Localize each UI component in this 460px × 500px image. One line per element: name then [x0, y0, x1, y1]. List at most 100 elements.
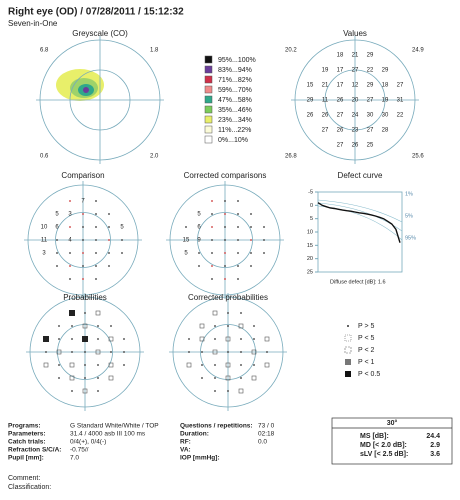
prob-symbol: [95, 310, 101, 316]
threshold-value: 20: [352, 98, 359, 104]
y-tick-label: -5: [308, 189, 313, 195]
test-dot: [82, 213, 84, 215]
test-dot: [69, 252, 71, 254]
corner-value: 0.6: [40, 154, 49, 160]
legend-label: 35%...46%: [218, 107, 252, 114]
test-dot: [82, 226, 84, 228]
threshold-value: 19: [322, 68, 329, 74]
param-value: 0/4(+), 0/4(-): [70, 439, 106, 446]
legend-symbol: [347, 325, 349, 327]
test-dot: [56, 239, 58, 241]
param-label: Parameters:: [8, 431, 46, 438]
test-dot: [214, 390, 216, 392]
deviation-value: 6: [197, 225, 201, 231]
prob-symbol: [264, 336, 270, 342]
legend-swatch: [204, 65, 213, 74]
test-dot: [250, 265, 252, 267]
test-dot: [250, 226, 252, 228]
test-dot: [71, 338, 73, 340]
panel-title: Corrected comparisons: [184, 171, 267, 180]
test-dot: [82, 265, 84, 267]
threshold-value: 31: [397, 98, 404, 104]
corner-value: 2.0: [150, 154, 159, 160]
y-tick-label: 20: [307, 256, 313, 262]
legend-swatch: [204, 105, 213, 114]
test-dot: [95, 213, 97, 215]
test-dot: [108, 265, 110, 267]
greyscale-map: [56, 69, 104, 101]
deviation-value: 15: [183, 238, 190, 244]
panel-title: Defect curve: [338, 171, 383, 180]
test-dot: [237, 200, 239, 202]
summary-label: MS [dB]:: [360, 433, 389, 440]
deviation-value: 6: [55, 225, 59, 231]
prob-symbol: [82, 336, 88, 342]
test-dot: [224, 213, 226, 215]
param-value: G Standard White/White / TOP: [70, 423, 159, 430]
prob-symbol: [225, 336, 231, 342]
test-dot: [224, 265, 226, 267]
test-dot: [123, 364, 125, 366]
legend-label: P < 2: [358, 347, 375, 354]
prob-symbol: [199, 323, 205, 329]
test-dot: [201, 364, 203, 366]
threshold-value: 27: [322, 128, 329, 134]
test-dot: [240, 351, 242, 353]
test-dot: [266, 351, 268, 353]
test-dot: [185, 226, 187, 228]
test-dot: [82, 278, 84, 280]
deviation-value: 5: [55, 212, 59, 218]
prob-symbol: [82, 323, 88, 329]
test-dot: [253, 338, 255, 340]
panel-title: Comparison: [61, 171, 104, 180]
threshold-value: 29: [307, 98, 314, 104]
corner-value: 25.6: [412, 154, 424, 160]
threshold-value: 27: [352, 68, 359, 74]
corner-value: 20.2: [285, 48, 297, 54]
prob-symbol: [225, 375, 231, 381]
deviation-value: 10: [41, 225, 48, 231]
test-dot: [240, 312, 242, 314]
param-value: 73 / 0: [258, 423, 275, 430]
test-dot: [45, 351, 47, 353]
test-dot: [108, 252, 110, 254]
test-dot: [82, 252, 84, 254]
test-dot: [227, 351, 229, 353]
test-dot: [97, 390, 99, 392]
param-value: 02:18: [258, 431, 275, 438]
threshold-value: 25: [367, 143, 374, 149]
test-dot: [211, 213, 213, 215]
test-dot: [71, 325, 73, 327]
test-dot: [211, 278, 213, 280]
summary-title: 30°: [387, 419, 398, 427]
legend-swatch: [204, 95, 213, 104]
y-tick-label: 0: [310, 203, 313, 209]
test-dot: [237, 239, 239, 241]
test-dot: [69, 278, 71, 280]
legend-swatch: [204, 75, 213, 84]
test-dot: [237, 278, 239, 280]
deviation-value: 4: [68, 238, 72, 244]
legend-swatch: [204, 115, 213, 124]
test-dot: [97, 338, 99, 340]
param-label: Pupil [mm]:: [8, 455, 44, 462]
threshold-value: 17: [337, 68, 344, 74]
threshold-value: 24: [352, 113, 359, 119]
param-label: Catch trials:: [8, 439, 46, 446]
test-dot: [84, 312, 86, 314]
test-dot: [71, 351, 73, 353]
param-label: Programs:: [8, 423, 41, 430]
test-dot: [69, 200, 71, 202]
test-dot: [56, 252, 58, 254]
test-dot: [224, 278, 226, 280]
prob-symbol: [69, 310, 75, 316]
percentile-label: 5%: [405, 213, 413, 219]
deviation-value: 5: [197, 212, 201, 218]
legend-label: P < 5: [358, 335, 375, 342]
legend-label: 95%...100%: [218, 57, 256, 64]
test-dot: [211, 200, 213, 202]
deviation-value: 3: [42, 251, 46, 257]
legend-label: 71%...82%: [218, 77, 252, 84]
test-dot: [201, 351, 203, 353]
